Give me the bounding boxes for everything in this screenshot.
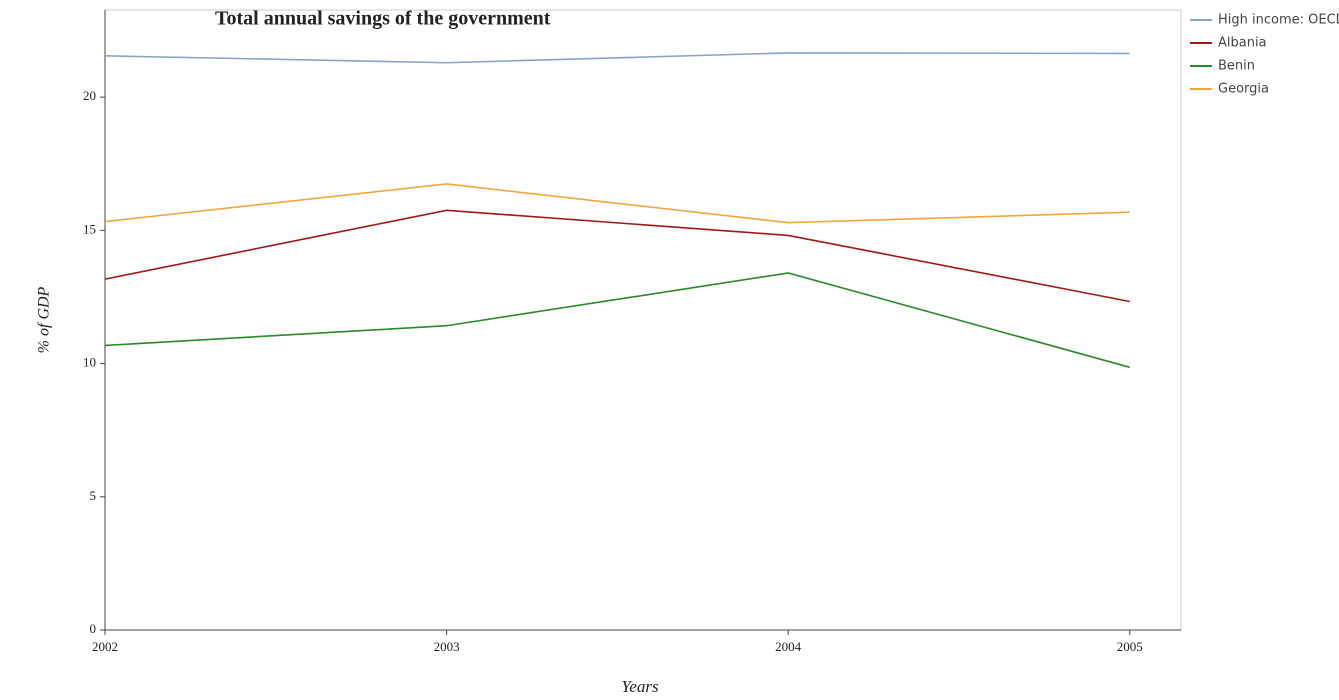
series-line: [104, 183, 1130, 224]
legend-label: High income: OECD: [1218, 13, 1339, 28]
plot-frame: [104, 9, 1182, 631]
x-tick-label: 2004: [775, 639, 802, 654]
x-tick-label: 2005: [1117, 639, 1143, 654]
y-tick-label: 10: [83, 355, 96, 370]
legend-label: Albania: [1218, 36, 1267, 51]
series-line: [104, 209, 1130, 303]
x-tick-label: 2003: [434, 639, 460, 654]
y-tick-label: 15: [83, 221, 96, 236]
y-tick-label: 0: [90, 621, 97, 636]
y-axis-label: % of GDP: [36, 286, 53, 353]
y-tick-label: 20: [83, 88, 96, 103]
x-axis-label: Years: [621, 677, 659, 696]
x-tick-label: 2002: [92, 639, 118, 654]
series-line: [104, 52, 1130, 64]
legend-label: Georgia: [1218, 82, 1269, 97]
legend-label: Benin: [1218, 59, 1255, 74]
y-tick-label: 5: [90, 488, 97, 503]
chart-title: Total annual savings of the government: [215, 8, 551, 30]
series-line: [104, 272, 1130, 369]
